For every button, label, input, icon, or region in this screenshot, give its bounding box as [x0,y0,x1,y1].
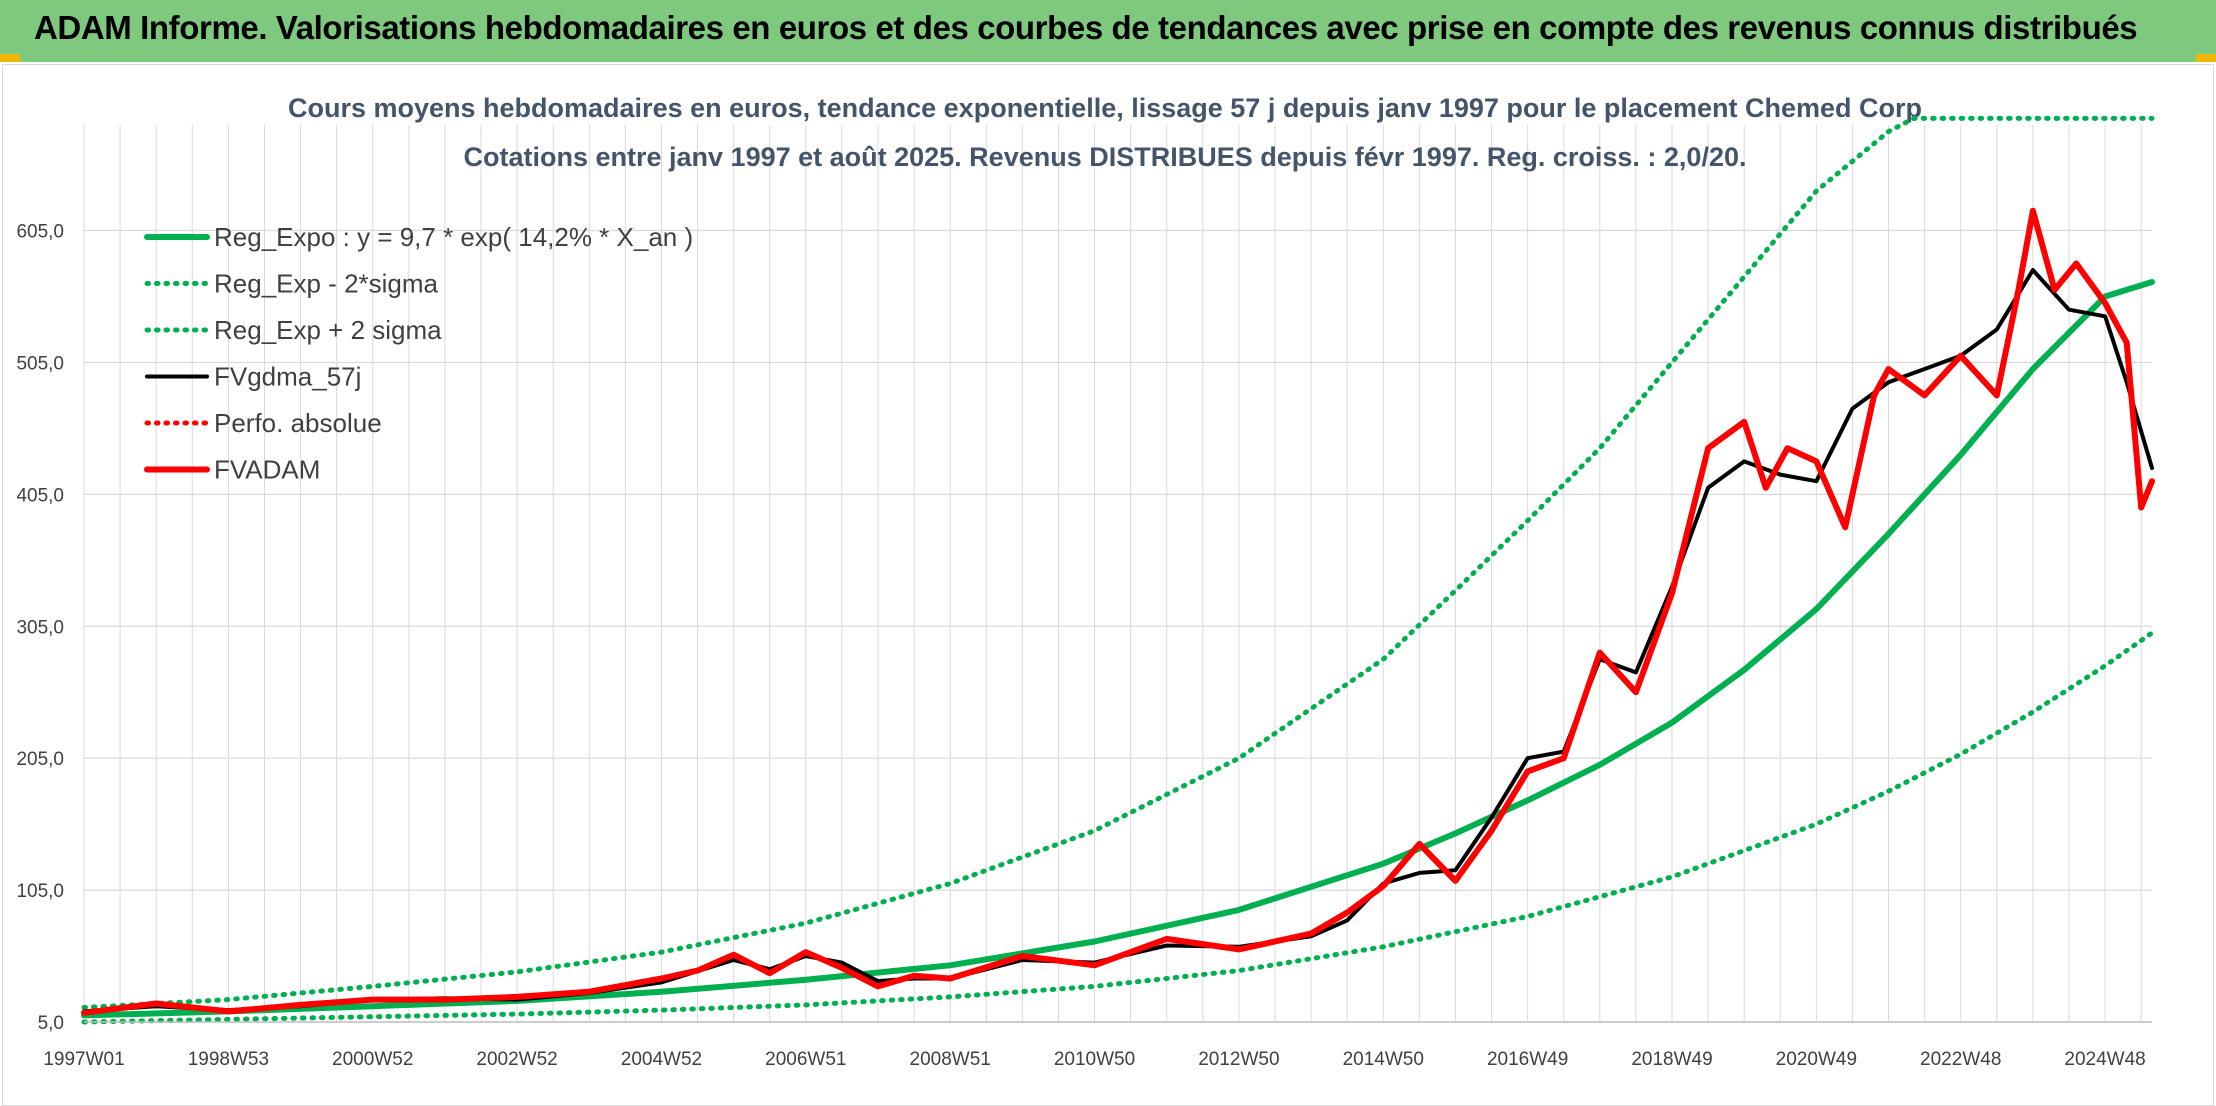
x-tick-label: 2004W52 [621,1049,702,1070]
legend-label: FVgdma_57j [214,362,361,392]
chart-subtitle: Cotations entre janv 1997 et août 2025. … [464,142,1747,172]
grid-lines [83,125,2152,1023]
x-tick-label: 2002W52 [476,1049,557,1070]
legend-label: Reg_Exp - 2*sigma [214,269,439,299]
x-tick-label: 2010W50 [1054,1049,1135,1070]
x-tick-label: 1997W01 [43,1049,124,1070]
x-tick-label: 2020W49 [1776,1049,1857,1070]
legend-label: Reg_Exp + 2 sigma [214,315,442,345]
legend-label: FVADAM [214,455,320,485]
banner-corner-right [2196,54,2216,62]
x-tick-label: 2014W50 [1343,1049,1424,1070]
y-tick-label: 105,0 [16,881,64,902]
series-line-0 [81,279,2155,1019]
legend-label: Perfo. absolue [214,408,382,438]
banner-corner-left [0,54,20,62]
y-tick-label: 605,0 [16,222,64,243]
series-line-1 [81,630,2155,1025]
x-tick-label: 1998W53 [188,1049,269,1070]
x-tick-label: 2024W48 [2064,1049,2145,1070]
x-tick-label: 2016W49 [1487,1049,1568,1070]
x-tick-label: 2006W51 [765,1049,846,1070]
chart-area [2,64,2214,1106]
series-line-4 [81,207,2155,1016]
x-tick-label: 2000W52 [332,1049,413,1070]
x-tick-label: 2012W50 [1198,1049,1279,1070]
y-tick-label: 305,0 [16,617,64,638]
x-tick-label: 2008W51 [910,1049,991,1070]
x-tick-label: 2022W48 [1920,1049,2001,1070]
axes: 5,0 105,0 205,0 305,0 405,0 505,0 605,0 1997W01… [16,222,2152,1070]
y-tick-label: 205,0 [16,749,64,770]
legend: Reg_Expo : y = 9,7 * exp( 14,2% * X_an )… [144,222,693,485]
legend-label: Reg_Expo : y = 9,7 * exp( 14,2% * X_an ) [214,222,693,252]
x-tick-label: 2018W49 [1631,1049,1712,1070]
page-title: ADAM Informe. Valorisations hebdomadaire… [34,9,2138,46]
y-tick-label: 505,0 [16,353,64,374]
series [81,115,2155,1025]
series-line-2 [81,115,2155,1010]
y-tick-label: 405,0 [16,485,64,506]
chart-title: Cours moyens hebdomadaires en euros, ten… [288,93,1922,123]
y-tick-label: 5,0 [38,1013,64,1034]
header-banner: ADAM Informe. Valorisations hebdomadaire… [0,0,2216,64]
series-line-3 [82,268,2154,1014]
